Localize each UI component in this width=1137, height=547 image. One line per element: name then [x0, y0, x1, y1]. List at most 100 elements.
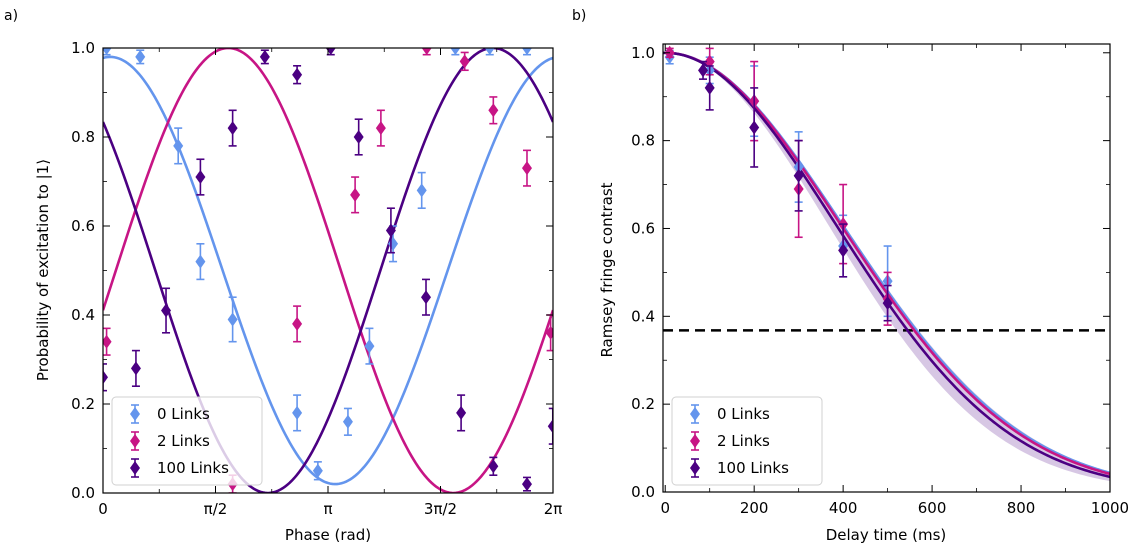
data-point-2-links [103, 327, 112, 356]
ramsey-x-tick-label: 800 [1007, 499, 1036, 517]
ramsey-legend-item-100-links: 100 Links [690, 458, 789, 478]
data-point-100-links [161, 287, 172, 334]
legend-label: 2 Links [157, 432, 210, 450]
phase-scan-chart: a) 0 π/2 π 3π/2 2π 0.0 0.2 0.4 0.6 0.8 1.0 Phase (… [4, 8, 562, 544]
ramsey-y-tick-label: 0.4 [631, 307, 655, 325]
data-point-0-links [484, 48, 495, 56]
data-point-2-links [488, 96, 499, 125]
phase-scan-x-tick-label: 2π [544, 500, 563, 518]
ramsey-axes-frame [662, 43, 1111, 493]
ramsey-legend-item-2-links: 2 Links [690, 431, 770, 451]
legend-diamond-marker [130, 434, 140, 448]
ramsey-x-tick-label: 400 [829, 499, 858, 517]
phase-scan-y-tick-label: 0.8 [71, 128, 95, 146]
data-point-0-links [103, 48, 112, 56]
phase-scan-y-tick-label: 0.2 [71, 395, 95, 413]
diamond-marker [350, 187, 361, 202]
diamond-marker [547, 419, 553, 434]
legend-label: 0 Links [157, 405, 210, 423]
data-point-0-links [292, 394, 303, 432]
fit-curve-2-links [663, 51, 1110, 476]
diamond-marker [161, 303, 172, 318]
data-point-0-links [195, 243, 206, 281]
data-point-100-links [195, 158, 206, 196]
data-point-0-links [227, 296, 238, 343]
phase-scan-y-tick-label: 0.0 [71, 484, 95, 502]
diamond-marker [484, 48, 495, 55]
data-point-2-links [459, 51, 470, 72]
data-point-100-links [259, 49, 270, 65]
diamond-marker [342, 414, 353, 429]
diamond-marker [195, 254, 206, 269]
data-point-2-links [375, 109, 386, 147]
ramsey-plot-area [663, 45, 1110, 482]
data-point-100-links [749, 87, 760, 168]
phase-scan-legend-item-0-links: 0 Links [130, 404, 210, 424]
diamond-marker [385, 223, 396, 238]
data-point-0-links [416, 171, 427, 209]
data-point-100-links [704, 65, 715, 111]
data-point-100-links [385, 207, 396, 254]
diamond-marker [353, 130, 364, 144]
data-point-0-links [135, 49, 146, 65]
phase-scan-ticks: 0 π/2 π 3π/2 2π 0.0 0.2 0.4 0.6 0.8 1.0 [71, 39, 562, 518]
phase-scan-x-axis-label: Phase (rad) [285, 526, 371, 544]
diamond-marker [130, 361, 141, 376]
data-point-0-links [312, 461, 323, 481]
diamond-marker [227, 121, 238, 136]
diamond-marker [456, 405, 467, 420]
data-point-100-links [488, 456, 499, 477]
data-point-2-links [521, 149, 532, 187]
data-point-100-links [882, 284, 893, 322]
data-point-100-links [227, 109, 238, 147]
diamond-marker [103, 370, 108, 385]
ramsey-y-tick-label: 0.8 [631, 132, 655, 150]
data-point-2-links [350, 176, 361, 214]
phase-scan-x-tick-label: π/2 [204, 500, 228, 518]
phase-scan-x-tick-label: 0 [98, 500, 108, 518]
diamond-marker [292, 67, 303, 82]
ramsey-legend-item-0-links: 0 Links [690, 404, 770, 424]
data-point-0-links [173, 127, 184, 165]
ramsey-legend: 0 Links 2 Links 100 Links [671, 396, 823, 486]
legend-label: 100 Links [157, 459, 229, 477]
fit-curve-100-links [103, 48, 553, 493]
diamond-marker [227, 312, 238, 327]
diamond-marker [103, 48, 112, 55]
diamond-marker [488, 459, 499, 474]
data-point-100-links [353, 118, 364, 156]
data-point-0-links [450, 48, 461, 56]
data-point-2-links [292, 305, 303, 343]
phase-scan-x-tick-label: 3π/2 [424, 500, 457, 518]
data-point-100-links [838, 223, 849, 278]
phase-scan-legend-item-100-links: 100 Links [130, 458, 229, 478]
diamond-marker [312, 463, 323, 478]
data-point-100-links [698, 60, 709, 80]
ramsey-legend-frame [671, 396, 823, 486]
fit-curve-2-links [103, 48, 553, 493]
data-point-100-links [793, 139, 804, 212]
legend-diamond-marker [130, 407, 140, 421]
ramsey-x-tick-label: 600 [918, 499, 947, 517]
diamond-marker [135, 49, 146, 64]
ramsey-x-tick-label: 0 [660, 499, 670, 517]
diamond-marker [545, 325, 553, 340]
data-point-0-links [521, 48, 532, 56]
data-point-2-links [421, 48, 432, 56]
data-point-100-links [103, 363, 108, 392]
ramsey-x-tick-label: 1000 [1091, 499, 1129, 517]
diamond-marker [292, 405, 303, 420]
data-point-100-links [521, 476, 532, 492]
panel-a-label: a) [4, 8, 18, 24]
data-point-100-links [421, 278, 432, 316]
ramsey-x-tick-label: 200 [740, 499, 769, 517]
panel-b-label: b) [572, 8, 586, 24]
diamond-marker [793, 168, 804, 183]
legend-diamond-marker [690, 407, 700, 421]
diamond-marker [749, 120, 760, 135]
diamond-marker [421, 290, 432, 305]
ramsey-y-tick-label: 0.6 [631, 219, 655, 237]
data-point-100-links [130, 349, 141, 388]
phase-scan-y-tick-label: 1.0 [71, 39, 95, 57]
